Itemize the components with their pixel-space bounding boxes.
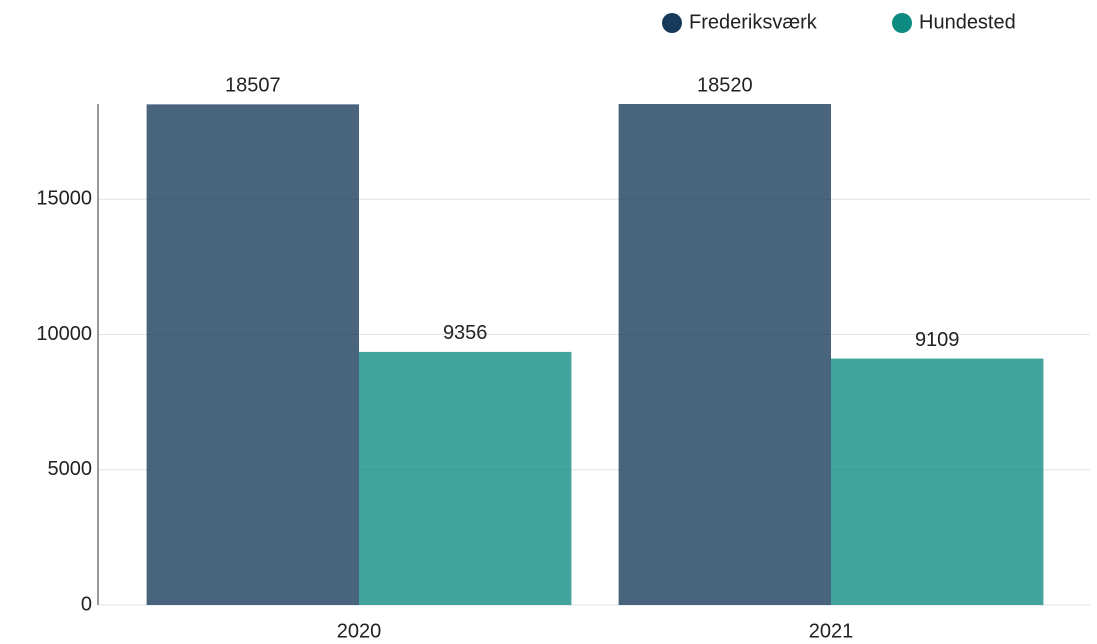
- bar: [618, 104, 831, 605]
- bar: [359, 351, 572, 605]
- data-label: 9356: [443, 322, 488, 344]
- data-label: 18520: [697, 74, 753, 96]
- bar: [831, 358, 1044, 605]
- x-tick-label: 2020: [337, 620, 382, 642]
- x-tick-label: 2021: [809, 620, 854, 642]
- y-tick-label: 10000: [36, 323, 92, 345]
- y-tick-label: 5000: [48, 458, 93, 480]
- legend-label: Hundested: [919, 11, 1016, 33]
- legend-dot: [892, 13, 912, 33]
- legend-dot: [662, 13, 682, 33]
- y-tick-label: 15000: [36, 188, 92, 210]
- data-label: 18507: [225, 75, 281, 97]
- legend-label: Frederiksværk: [689, 11, 818, 33]
- bar: [146, 104, 359, 605]
- y-tick-label: 0: [81, 593, 92, 615]
- data-label: 9109: [915, 329, 960, 351]
